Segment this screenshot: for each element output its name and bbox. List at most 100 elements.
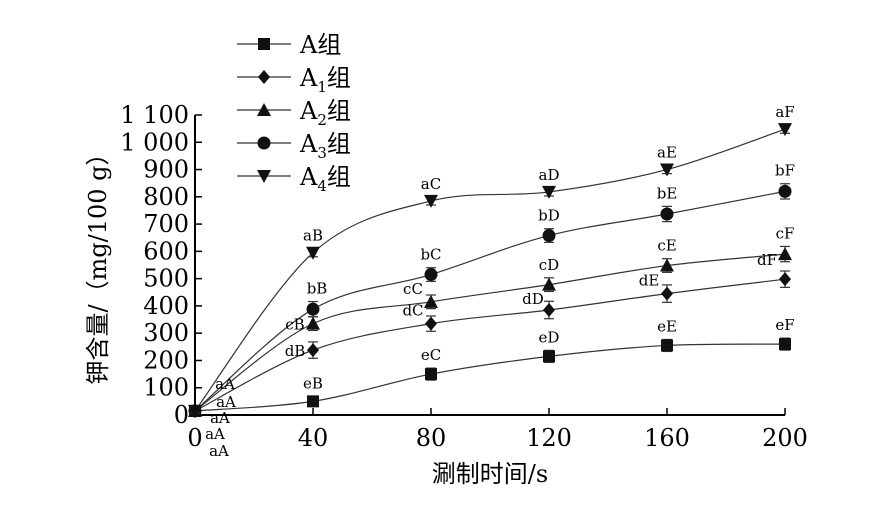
data-point (660, 258, 674, 272)
point-label: dE (639, 272, 660, 290)
data-point (779, 272, 791, 287)
series-2 (189, 270, 791, 418)
y-tick-label: 600 (143, 237, 189, 265)
series-3 (188, 245, 792, 417)
point-label: eF (775, 316, 794, 334)
axes: 0 40 80 120 160 20001002003004005006007008009… (120, 101, 808, 452)
point-label: dD (522, 290, 544, 308)
y-axis-title: 钾含量/（mg/100 g） (84, 141, 112, 384)
legend-item: A4组 (237, 163, 351, 195)
series-4 (188, 183, 792, 418)
point-label: eE (657, 317, 677, 335)
data-point (543, 303, 555, 317)
legend-label: A2组 (299, 97, 351, 129)
series-line (194, 253, 786, 412)
point-label: aA (215, 375, 235, 393)
y-tick-label: 100 (143, 374, 189, 402)
legend-marker (258, 70, 270, 84)
data-point (661, 286, 673, 301)
point-label: eB (303, 374, 323, 392)
series-5 (188, 123, 792, 418)
legend-item: A组 (237, 31, 341, 59)
x-tick-label: 200 (762, 424, 808, 452)
y-tick-label: 300 (143, 319, 189, 347)
legend-item: A1组 (237, 64, 351, 96)
data-point (425, 368, 437, 381)
y-tick-label: 1 100 (120, 101, 189, 129)
point-label: cD (539, 256, 559, 274)
legend-marker (257, 170, 271, 183)
x-axis-title: 涮制时间/s (432, 460, 548, 488)
series-line (194, 343, 786, 412)
data-point (188, 404, 202, 418)
point-label: bF (775, 162, 795, 180)
data-point (542, 229, 556, 243)
y-tick-label: 400 (143, 292, 189, 320)
y-tick-label: 800 (143, 183, 189, 211)
plot-area (188, 123, 792, 418)
data-point (306, 246, 320, 260)
series-line (194, 190, 786, 412)
point-label: cF (776, 224, 795, 242)
point-label: eD (539, 328, 560, 346)
point-label: cB (285, 316, 304, 334)
data-point (306, 302, 320, 316)
point-label: aA (216, 393, 236, 411)
data-point (424, 194, 438, 208)
legend-marker (257, 103, 271, 116)
data-point (778, 184, 792, 198)
legend-item: A3组 (237, 130, 351, 162)
point-label: bC (420, 246, 441, 264)
y-tick-label: 1 000 (120, 128, 189, 156)
point-label: bE (657, 184, 678, 202)
point-label: aA (210, 409, 230, 427)
legend-label: A4组 (299, 163, 351, 195)
y-tick-label: 200 (143, 346, 189, 374)
point-label: eC (421, 346, 441, 364)
data-point (424, 294, 438, 308)
point-label: dC (402, 302, 423, 320)
data-point (543, 350, 555, 363)
data-point (424, 268, 438, 282)
point-label: aA (205, 425, 225, 443)
legend-label: A3组 (299, 130, 351, 162)
point-label: dB (285, 342, 306, 360)
x-tick-label: 160 (644, 424, 690, 452)
point-label: cC (403, 280, 423, 298)
data-point (778, 123, 792, 137)
legend-label: A组 (299, 31, 341, 59)
series-line (194, 128, 786, 412)
data-point (779, 338, 791, 351)
data-point (778, 247, 792, 261)
point-label: aE (657, 143, 677, 161)
y-tick-label: 700 (143, 210, 189, 238)
x-tick-label: 40 (298, 424, 329, 452)
y-tick-label: 900 (143, 156, 189, 184)
legend-marker (258, 38, 270, 50)
data-point (307, 343, 319, 358)
point-label: dF (757, 251, 777, 269)
point-label: aA (209, 442, 229, 460)
y-tick-label: 0 (174, 401, 189, 429)
point-labels: aA eB eC eD eE eF aA dB dC dD dE dF aA cB cC cD cE cF aA bB… (205, 103, 795, 460)
series-1 (189, 337, 791, 417)
x-tick-label: 120 (526, 424, 572, 452)
data-point (660, 207, 674, 221)
data-point (660, 163, 674, 177)
point-label: cE (657, 237, 676, 255)
point-label: bD (538, 207, 560, 225)
data-point (542, 277, 556, 291)
point-label: aB (303, 227, 323, 245)
point-label: aC (421, 175, 441, 193)
legend-item: A2组 (237, 97, 351, 129)
y-tick-label: 500 (143, 265, 189, 293)
x-tick-label: 80 (416, 424, 447, 452)
legend-marker (257, 136, 271, 150)
legend-label: A1组 (299, 64, 351, 96)
data-point (542, 185, 556, 199)
data-point (307, 395, 319, 408)
x-tick-label: 0 (187, 424, 202, 452)
